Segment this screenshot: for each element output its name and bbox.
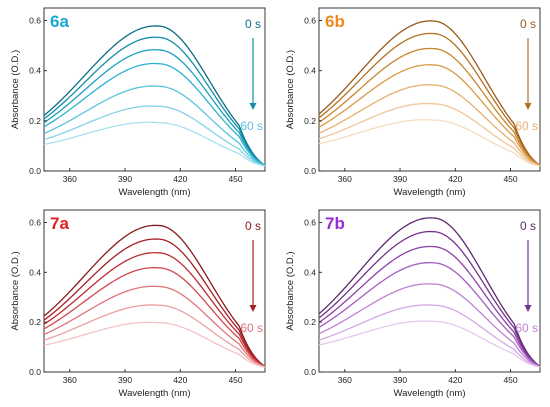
y-tick-label: 0.6	[29, 217, 41, 227]
x-tick-label: 450	[503, 174, 517, 184]
y-tick-label: 0.2	[304, 317, 316, 327]
series-line-4	[43, 85, 266, 167]
time-start-label: 0 s	[245, 219, 261, 233]
series-line-6	[43, 121, 266, 167]
series-line-6	[318, 119, 541, 167]
series-line-2	[43, 252, 266, 368]
x-tick-label: 360	[338, 174, 352, 184]
time-arrow-head	[524, 305, 532, 312]
y-tick-label: 0.4	[29, 66, 41, 76]
panel-label: 6b	[325, 12, 345, 31]
y-tick-label: 0.6	[304, 16, 316, 26]
series-line-4	[43, 285, 266, 368]
plot-frame	[318, 7, 541, 172]
y-tick-label: 0.0	[29, 166, 41, 176]
time-start-label: 0 s	[520, 219, 536, 233]
x-axis-title: Wavelength (nm)	[394, 187, 466, 198]
panel-7a: 360 390 420 450 0.0 0.2 0.4 0.6 Wavelength (nm) A…	[10, 209, 266, 399]
y-tick-label: 0.4	[304, 66, 316, 76]
time-end-label: 60 s	[240, 119, 263, 133]
x-tick-label: 450	[228, 375, 242, 385]
series-line-1	[43, 238, 266, 368]
y-tick-label: 0.4	[29, 267, 41, 277]
x-tick-label: 420	[448, 375, 462, 385]
panel-6b: 360 390 420 450 0.0 0.2 0.4 0.6 Wavelength (nm) A…	[285, 7, 541, 198]
x-tick-label: 450	[503, 375, 517, 385]
panel-6a: 360 390 420 450 0.0 0.2 0.4 0.6 Wavelength (nm) A…	[10, 7, 266, 198]
x-tick-label: 420	[448, 174, 462, 184]
y-tick-label: 0.2	[29, 317, 41, 327]
x-tick-label: 390	[393, 375, 407, 385]
series-line-5	[318, 304, 541, 368]
plot-frame	[318, 209, 541, 373]
time-end-label: 60 s	[240, 321, 263, 335]
series-line-1	[43, 36, 266, 167]
time-end-label: 60 s	[515, 119, 538, 133]
series-line-1	[318, 32, 541, 166]
y-axis-title: Absorbance (O.D.)	[10, 251, 21, 330]
x-tick-label: 390	[118, 375, 132, 385]
time-start-label: 0 s	[520, 17, 536, 31]
y-tick-label: 0.4	[304, 267, 316, 277]
series-line-0	[43, 224, 266, 367]
y-axis-title: Absorbance (O.D.)	[285, 50, 296, 129]
series-line-0	[43, 25, 266, 166]
x-tick-label: 450	[228, 174, 242, 184]
series-line-4	[318, 283, 541, 368]
time-arrow-head	[249, 305, 257, 312]
time-arrow-head	[524, 103, 532, 110]
plot-frame	[43, 209, 266, 373]
series-line-5	[318, 102, 541, 167]
y-tick-label: 0.6	[304, 217, 316, 227]
y-tick-label: 0.0	[304, 166, 316, 176]
x-axis-title: Wavelength (nm)	[119, 388, 191, 399]
panel-label: 6a	[50, 12, 69, 31]
time-start-label: 0 s	[245, 17, 261, 31]
series-line-2	[318, 47, 541, 167]
series-line-0	[318, 217, 541, 367]
series-line-3	[43, 62, 266, 167]
x-axis-title: Wavelength (nm)	[394, 388, 466, 399]
time-arrow-head	[249, 103, 257, 110]
y-axis-title: Absorbance (O.D.)	[285, 251, 296, 330]
series-line-1	[318, 230, 541, 367]
y-axis-title: Absorbance (O.D.)	[10, 50, 21, 129]
series-line-3	[318, 64, 541, 167]
x-tick-label: 360	[63, 375, 77, 385]
y-tick-label: 0.2	[29, 116, 41, 126]
y-tick-label: 0.0	[29, 367, 41, 377]
series-line-2	[318, 245, 541, 368]
series-line-3	[318, 262, 541, 368]
x-tick-label: 420	[173, 375, 187, 385]
x-tick-label: 390	[393, 174, 407, 184]
series-line-6	[43, 321, 266, 368]
y-tick-label: 0.2	[304, 116, 316, 126]
plot-frame	[43, 7, 266, 172]
series-line-2	[43, 49, 266, 167]
y-tick-label: 0.0	[304, 367, 316, 377]
panel-label: 7a	[50, 214, 69, 233]
series-line-5	[43, 304, 266, 368]
series-line-0	[318, 20, 541, 166]
series-line-3	[43, 267, 266, 368]
x-tick-label: 420	[173, 174, 187, 184]
panel-label: 7b	[325, 214, 345, 233]
x-tick-label: 390	[118, 174, 132, 184]
x-tick-label: 360	[338, 375, 352, 385]
series-line-5	[43, 105, 266, 167]
y-tick-label: 0.6	[29, 16, 41, 26]
x-tick-label: 360	[63, 174, 77, 184]
series-line-4	[318, 84, 541, 167]
panel-7b: 360 390 420 450 0.0 0.2 0.4 0.6 Wavelength (nm) A…	[285, 209, 541, 399]
series-line-6	[318, 320, 541, 368]
time-end-label: 60 s	[515, 321, 538, 335]
x-axis-title: Wavelength (nm)	[119, 187, 191, 198]
